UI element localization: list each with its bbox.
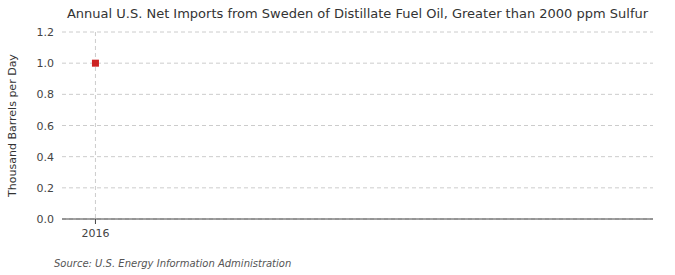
background: [0, 0, 675, 275]
title: Annual U.S. Net Imports from Sweden of D…: [67, 6, 649, 21]
y-tick-label: 1.2: [37, 26, 55, 39]
y-grid-line: [62, 187, 653, 188]
y-tick-label: 0.2: [37, 182, 55, 195]
y-tick-label: 1.0: [37, 57, 55, 70]
marks: [92, 60, 99, 67]
x-tick-label: 2016: [81, 227, 109, 240]
y-grid-line: [62, 63, 653, 64]
point: [92, 60, 99, 67]
source: Source: U.S. Energy Information Administ…: [54, 258, 291, 269]
y-grid-line: [62, 32, 653, 33]
x-axis-line: [62, 219, 653, 220]
grid: [62, 32, 653, 219]
y-tick-label: 0.4: [37, 151, 55, 164]
chart: Annual U.S. Net Imports from Sweden of D…: [0, 0, 675, 275]
y-grid-line: [62, 219, 653, 220]
y-tick-label: 0.8: [37, 88, 55, 101]
x-tick: [95, 219, 96, 224]
y-tick-label: 0.6: [37, 120, 55, 133]
y-grid-line: [62, 125, 653, 126]
y-grid-line: [62, 94, 653, 95]
y-axis-label: Thousand Barrels per Day: [6, 54, 19, 198]
y-tick-label: 0.0: [37, 213, 55, 226]
chart-container: Annual U.S. Net Imports from Sweden of D…: [0, 0, 675, 275]
y-grid-line: [62, 156, 653, 157]
